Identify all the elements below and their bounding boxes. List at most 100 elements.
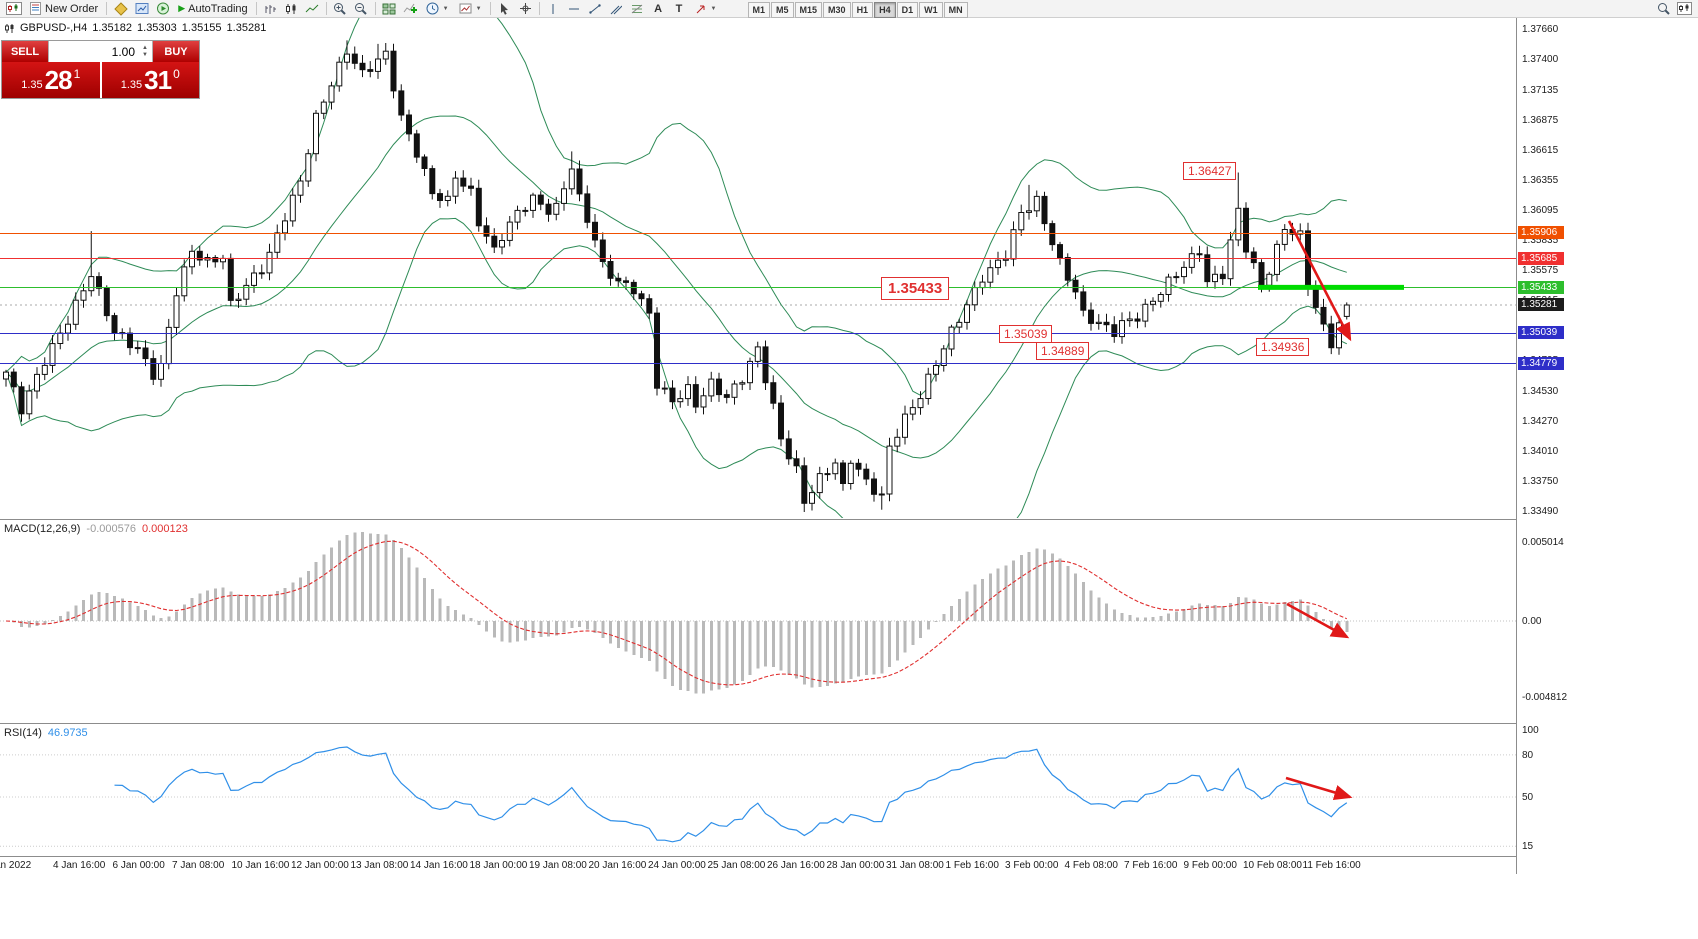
rsi-panel[interactable] bbox=[0, 724, 1516, 856]
line-chart-icon[interactable] bbox=[303, 1, 322, 16]
play-icon: ▶ bbox=[178, 3, 186, 13]
pivot-badge: 1.35433 bbox=[1518, 280, 1564, 294]
time-label: 11 Feb 16:00 bbox=[1302, 860, 1361, 871]
fibonacci-icon[interactable] bbox=[628, 1, 647, 16]
trendline-icon[interactable] bbox=[586, 1, 605, 16]
time-label: 25 Jan 08:00 bbox=[707, 860, 766, 871]
volume-input[interactable] bbox=[49, 43, 138, 60]
price-callout[interactable]: 1.34889 bbox=[1036, 342, 1090, 360]
rsi-value: 46.9735 bbox=[47, 727, 88, 739]
macd-histogram bbox=[12, 532, 1349, 694]
search-icon[interactable] bbox=[1654, 1, 1673, 16]
price-callout[interactable]: 1.35039 bbox=[999, 325, 1053, 343]
price-tick: 1.34530 bbox=[1522, 385, 1559, 397]
arrows-tool-button[interactable]: ▼ bbox=[690, 1, 722, 17]
bar-chart-icon[interactable] bbox=[261, 1, 280, 16]
resistance-badge: 1.35685 bbox=[1518, 251, 1564, 265]
cursor-icon[interactable] bbox=[495, 1, 514, 16]
time-label: 10 Feb 08:00 bbox=[1243, 860, 1302, 871]
trend-arrow[interactable] bbox=[1285, 776, 1353, 801]
panel-separator[interactable] bbox=[0, 519, 1698, 520]
horizontal-line-icon[interactable] bbox=[565, 1, 584, 16]
new-order-label: New Order bbox=[45, 2, 99, 15]
time-label: 4 Jan 16:00 bbox=[53, 860, 106, 871]
time-label: Jan 2022 bbox=[0, 860, 32, 871]
zoom-in-icon[interactable] bbox=[331, 1, 350, 16]
price-tick: 1.36355 bbox=[1522, 174, 1559, 186]
zoom-out-icon[interactable] bbox=[352, 1, 371, 16]
buy-price-panel[interactable]: 1.35 31 0 bbox=[101, 62, 199, 98]
time-axis[interactable]: Jan 2022 4 Jan 16:00 6 Jan 00:00 7 Jan 08:0… bbox=[0, 857, 1516, 874]
buy-button[interactable]: BUY bbox=[153, 41, 199, 62]
market-watch-icon[interactable] bbox=[132, 1, 151, 16]
time-label: 7 Jan 08:00 bbox=[172, 860, 225, 871]
vertical-line-icon[interactable] bbox=[544, 1, 563, 16]
buy-price-prefix: 1.35 bbox=[120, 79, 143, 91]
autotrading-button[interactable]: ▶ AutoTrading bbox=[173, 1, 252, 17]
timeframe-MN[interactable]: MN bbox=[943, 1, 968, 18]
sell-button[interactable]: SELL bbox=[2, 41, 48, 62]
price-callout[interactable]: 1.36427 bbox=[1183, 162, 1237, 180]
templates-button[interactable]: ▼ bbox=[454, 1, 487, 17]
bollinger-bands bbox=[5, 18, 1348, 518]
price-tick: 1.37400 bbox=[1522, 54, 1559, 66]
timeframe-H4[interactable]: H4 bbox=[874, 1, 896, 18]
strategy-tester-icon[interactable] bbox=[153, 1, 172, 16]
sell-price-point: 1 bbox=[73, 67, 81, 81]
mini-chart-icon[interactable] bbox=[1675, 1, 1694, 16]
trend-arrow[interactable] bbox=[1287, 220, 1352, 342]
time-label: 20 Jan 16:00 bbox=[588, 860, 647, 871]
clock-icon bbox=[426, 2, 439, 15]
timeframe-D1[interactable]: D1 bbox=[896, 1, 919, 18]
indicators-icon[interactable] bbox=[401, 1, 420, 16]
timeframe-W1[interactable]: W1 bbox=[919, 1, 943, 18]
toolbar-separator bbox=[255, 2, 257, 15]
template-icon bbox=[459, 3, 472, 14]
rsi-axis-label: 50 bbox=[1522, 792, 1534, 804]
crosshair-icon[interactable] bbox=[516, 1, 535, 16]
rsi-line bbox=[114, 746, 1348, 843]
bollinger-middle bbox=[5, 115, 1347, 459]
price-callout[interactable]: 1.35433 bbox=[881, 277, 950, 300]
tile-windows-icon[interactable] bbox=[380, 1, 399, 16]
volume-decrease-button[interactable]: ▼ bbox=[142, 51, 148, 58]
price-axis[interactable]: 1.37660 1.37400 1.37135 1.36875 1.36615 1.363… bbox=[1517, 18, 1698, 874]
volume-increase-button[interactable]: ▲ bbox=[142, 44, 148, 51]
buy-price-point: 0 bbox=[173, 67, 180, 81]
macd-signal-value: 0.000123 bbox=[141, 523, 188, 535]
resistance-badge: 1.35906 bbox=[1518, 226, 1564, 240]
new-order-button[interactable]: New Order bbox=[24, 1, 103, 17]
expert-advisors-icon[interactable] bbox=[111, 1, 130, 16]
time-label: 9 Feb 00:00 bbox=[1183, 860, 1237, 871]
periods-button[interactable]: ▼ bbox=[421, 1, 454, 17]
panel-separator[interactable] bbox=[0, 723, 1698, 724]
timeframe-M1[interactable]: M1 bbox=[747, 1, 771, 18]
rsi-label: RSI(14) 46.9735 bbox=[4, 727, 88, 739]
horizontal-lines[interactable] bbox=[0, 233, 1516, 364]
price-tick: 1.36615 bbox=[1522, 144, 1559, 156]
timeframe-M30[interactable]: M30 bbox=[823, 1, 851, 18]
ohlc-open: 1.35182 bbox=[92, 22, 133, 34]
price-callout[interactable]: 1.34936 bbox=[1256, 338, 1310, 356]
time-label: 26 Jan 16:00 bbox=[767, 860, 825, 871]
candlestick-chart-icon[interactable] bbox=[282, 1, 301, 16]
timeframe-M5[interactable]: M5 bbox=[771, 1, 794, 18]
text-tool-icon[interactable]: A bbox=[654, 2, 663, 15]
rsi-axis-label: 15 bbox=[1522, 841, 1534, 853]
autotrading-label: AutoTrading bbox=[188, 2, 248, 15]
timeframe-H1[interactable]: H1 bbox=[851, 1, 874, 18]
sell-price-panel[interactable]: 1.35 28 1 bbox=[2, 62, 100, 98]
trend-arrow[interactable] bbox=[1286, 602, 1350, 639]
price-tick: 1.35575 bbox=[1522, 265, 1559, 276]
timeframe-M15[interactable]: M15 bbox=[794, 1, 823, 18]
time-label: 31 Jan 08:00 bbox=[886, 860, 944, 871]
new-chart-icon[interactable] bbox=[4, 1, 23, 16]
channel-icon[interactable] bbox=[607, 1, 626, 16]
label-tool-icon[interactable]: T bbox=[675, 2, 683, 15]
price-axis-border bbox=[1516, 18, 1517, 874]
main-price-chart[interactable] bbox=[0, 18, 1516, 518]
macd-panel[interactable] bbox=[0, 520, 1516, 722]
bollinger-upper bbox=[5, 18, 1347, 396]
price-tick: 1.33750 bbox=[1522, 475, 1559, 487]
